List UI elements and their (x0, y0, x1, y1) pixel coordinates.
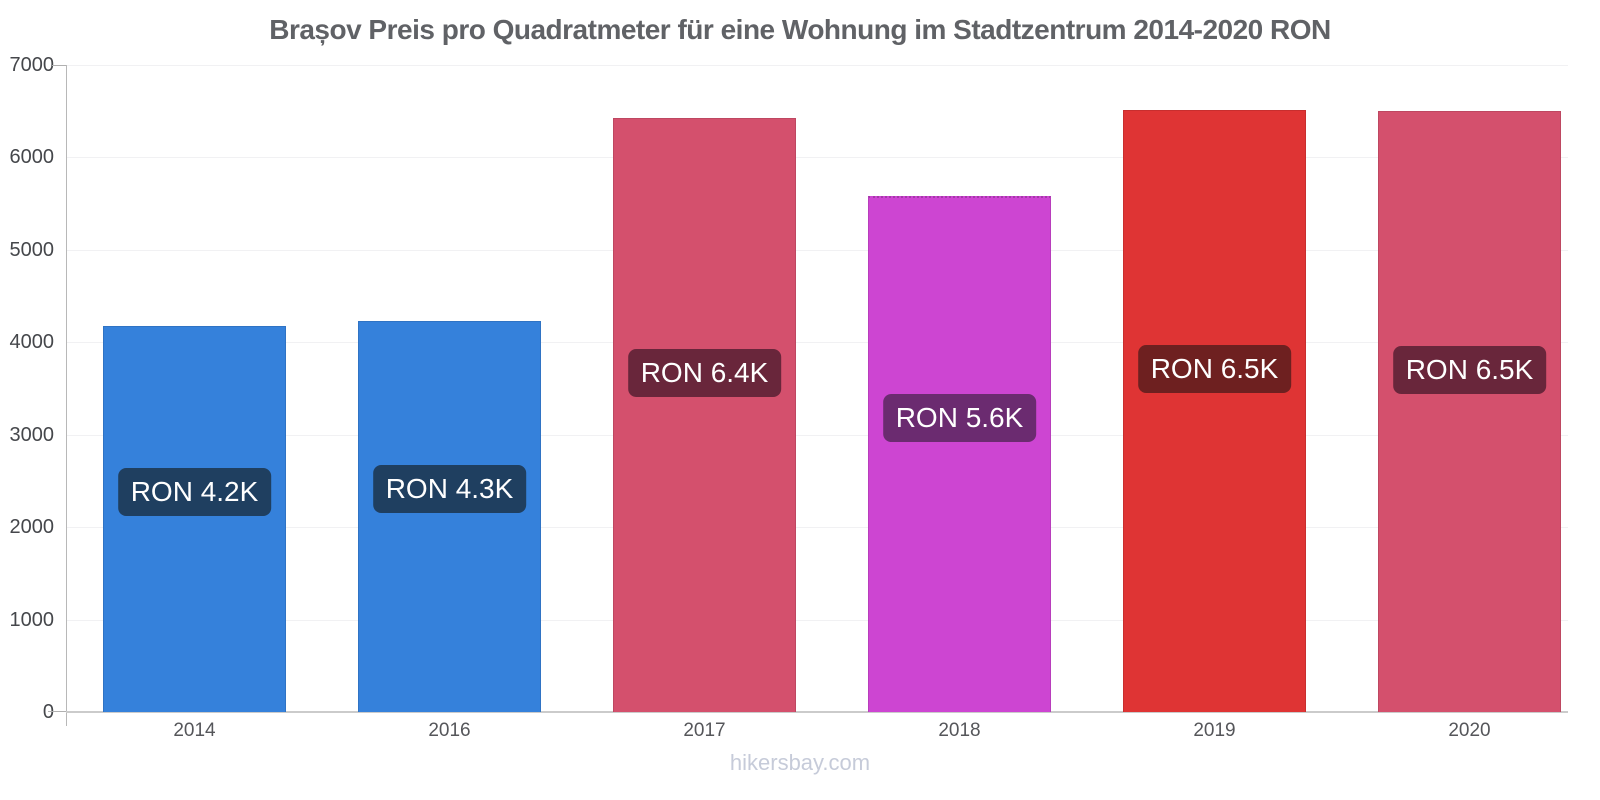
y-axis-tick-zero (48, 711, 66, 712)
x-axis-tick-label-2020: 2020 (1448, 720, 1491, 741)
bar-value-label-2020: RON 6.5K (1392, 345, 1547, 394)
y-axis-tick-label: 3000 (9, 423, 55, 446)
bar-value-label-2017: RON 6.4K (627, 349, 782, 398)
y-axis-line (66, 65, 67, 726)
x-axis-tick-label-2018: 2018 (938, 720, 981, 741)
bar-2020[interactable]: RON 6.5K (1378, 111, 1561, 712)
x-axis-tick-label-2017: 2017 (683, 720, 726, 741)
bar-value-label-2014: RON 4.2K (117, 467, 272, 516)
y-axis-tick-label: 2000 (9, 516, 55, 539)
gridline (66, 619, 1568, 621)
gridline (66, 65, 1568, 66)
y-axis-tick-label: 5000 (9, 238, 55, 261)
gridline (66, 249, 1568, 251)
bar-2018[interactable]: RON 5.6K (868, 196, 1051, 712)
y-axis-tick-label: 7000 (9, 54, 55, 76)
gridline (66, 157, 1568, 159)
bar-value-label-2018: RON 5.6K (882, 393, 1037, 442)
x-axis-tick-label-2014: 2014 (173, 720, 216, 741)
gridline (66, 434, 1568, 436)
chart-title: Brașov Preis pro Quadratmeter für eine W… (269, 14, 1331, 45)
y-axis-tick-label: 1000 (9, 608, 55, 631)
bar-2019[interactable]: RON 6.5K (1123, 110, 1306, 712)
y-axis-tick-top (52, 65, 66, 66)
gridline (66, 527, 1568, 529)
watermark-hikersbay: hikersbay.com (729, 750, 871, 775)
bar-value-label-2016: RON 4.3K (372, 464, 527, 513)
x-axis-tick-label-2016: 2016 (428, 720, 471, 741)
y-axis-tick-label: 0 (42, 701, 54, 723)
bar-2017[interactable]: RON 6.4K (613, 117, 796, 712)
gridline (66, 342, 1568, 344)
bar-2014[interactable]: RON 4.2K (103, 326, 286, 712)
y-axis-tick-label: 4000 (9, 331, 55, 354)
bar-2016[interactable]: RON 4.3K (358, 320, 541, 712)
x-axis-tick-label-2019: 2019 (1193, 720, 1236, 741)
bar-value-label-2019: RON 6.5K (1137, 344, 1292, 393)
x-axis-line (66, 711, 1568, 713)
y-axis-tick-label: 6000 (9, 146, 55, 169)
